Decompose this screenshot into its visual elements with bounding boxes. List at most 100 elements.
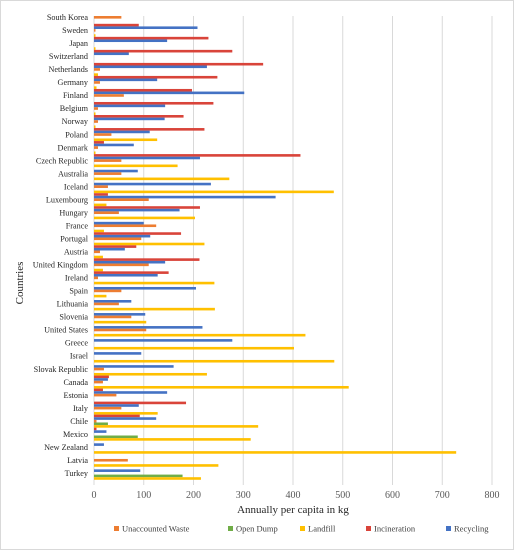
bar-unaccounted-waste [94, 159, 122, 162]
legend-swatch [228, 526, 233, 531]
x-tick-label: 100 [136, 490, 151, 501]
bar-incineration [94, 245, 137, 248]
bar-incineration [94, 88, 193, 92]
bar-recycling [94, 430, 107, 433]
category-label: Finland [63, 91, 88, 100]
bar-unaccounted-waste [94, 211, 119, 215]
category-label: Greece [65, 339, 89, 348]
category-label: Australia [58, 169, 88, 178]
bar-recycling [94, 300, 132, 303]
category-label: Denmark [58, 143, 89, 152]
category-label: Mexico [63, 430, 88, 439]
category-label: Austria [64, 248, 88, 257]
category-label: Poland [65, 130, 88, 139]
bar-recycling [94, 260, 166, 264]
bar-landfill [94, 73, 98, 76]
bar-incineration [94, 49, 233, 53]
x-tick-label: 400 [286, 490, 301, 501]
bar-recycling [94, 26, 198, 30]
category-label: Netherlands [48, 65, 88, 74]
bar-unaccounted-waste [94, 94, 124, 97]
bar-recycling [94, 404, 139, 407]
bar-recycling [94, 391, 168, 394]
bar-landfill [94, 268, 103, 272]
category-label: Italy [73, 404, 89, 413]
legend-swatch [446, 526, 451, 531]
category-label: Spain [69, 287, 88, 296]
bar-recycling [94, 247, 125, 251]
bar-landfill [94, 425, 259, 428]
bar-unaccounted-waste [94, 237, 142, 241]
bar-incineration [94, 427, 97, 431]
bar-recycling [94, 195, 276, 199]
category-label: Lithuania [57, 300, 89, 309]
bar-recycling [94, 352, 142, 355]
x-tick-label: 300 [236, 490, 251, 501]
bar-incineration [94, 23, 139, 27]
category-label: Chile [70, 417, 88, 426]
bar-incineration [94, 258, 200, 261]
bar-landfill [94, 34, 96, 37]
bar-recycling [94, 156, 200, 160]
category-label: South Korea [47, 13, 89, 22]
bar-recycling [94, 169, 138, 173]
bar-recycling [94, 378, 108, 381]
bar-landfill [94, 216, 195, 220]
category-label: France [66, 221, 89, 230]
bar-recycling [94, 39, 168, 43]
bar-incineration [94, 232, 182, 235]
bar-recycling [94, 234, 151, 238]
bar-landfill [94, 385, 349, 389]
legend-swatch [366, 526, 371, 531]
bar-recycling [94, 221, 144, 225]
category-label: Switzerland [49, 52, 88, 61]
bar-unaccounted-waste [94, 29, 96, 32]
bar-incineration [94, 401, 187, 405]
bar-recycling [94, 469, 141, 472]
bars [94, 16, 457, 480]
bar-incineration [94, 154, 301, 157]
bar-landfill [94, 320, 147, 324]
bar-landfill [94, 281, 215, 285]
bar-landfill [94, 203, 107, 207]
bar-incineration [94, 414, 140, 418]
category-label: Iceland [64, 182, 88, 191]
bar-unaccounted-waste [94, 16, 122, 19]
category-label: Israel [70, 352, 89, 361]
bar-recycling [94, 417, 157, 420]
bar-recycling [94, 208, 180, 212]
bar-recycling [94, 443, 104, 446]
bar-unaccounted-waste [94, 393, 117, 397]
category-label: Japan [69, 39, 88, 48]
bar-recycling [94, 91, 245, 95]
bar-landfill [94, 438, 251, 441]
x-tick-label: 800 [485, 490, 500, 501]
bar-recycling [94, 182, 211, 186]
bar-incineration [94, 75, 218, 79]
category-label: Turkey [65, 469, 89, 478]
bar-recycling [94, 130, 150, 134]
bar-unaccounted-waste [94, 302, 119, 306]
category-label: Latvia [67, 456, 88, 465]
bar-incineration [94, 388, 103, 392]
bar-unaccounted-waste [94, 367, 104, 371]
bar-landfill [94, 451, 457, 454]
bar-landfill [94, 346, 294, 350]
x-tick-label: 600 [385, 490, 400, 501]
bar-unaccounted-waste [94, 68, 100, 71]
bar-recycling [94, 104, 166, 108]
category-label: Estonia [63, 391, 88, 400]
bar-landfill [94, 372, 207, 376]
bar-unaccounted-waste [94, 146, 98, 149]
y-axis-title: Countries [14, 262, 26, 305]
bar-incineration [94, 115, 184, 118]
category-label: Hungary [59, 208, 89, 217]
bar-recycling [94, 117, 165, 121]
bar-unaccounted-waste [94, 406, 122, 410]
bar-incineration [94, 128, 205, 131]
bar-recycling [94, 78, 158, 82]
bar-recycling [94, 52, 129, 56]
category-label: Norway [62, 117, 89, 126]
